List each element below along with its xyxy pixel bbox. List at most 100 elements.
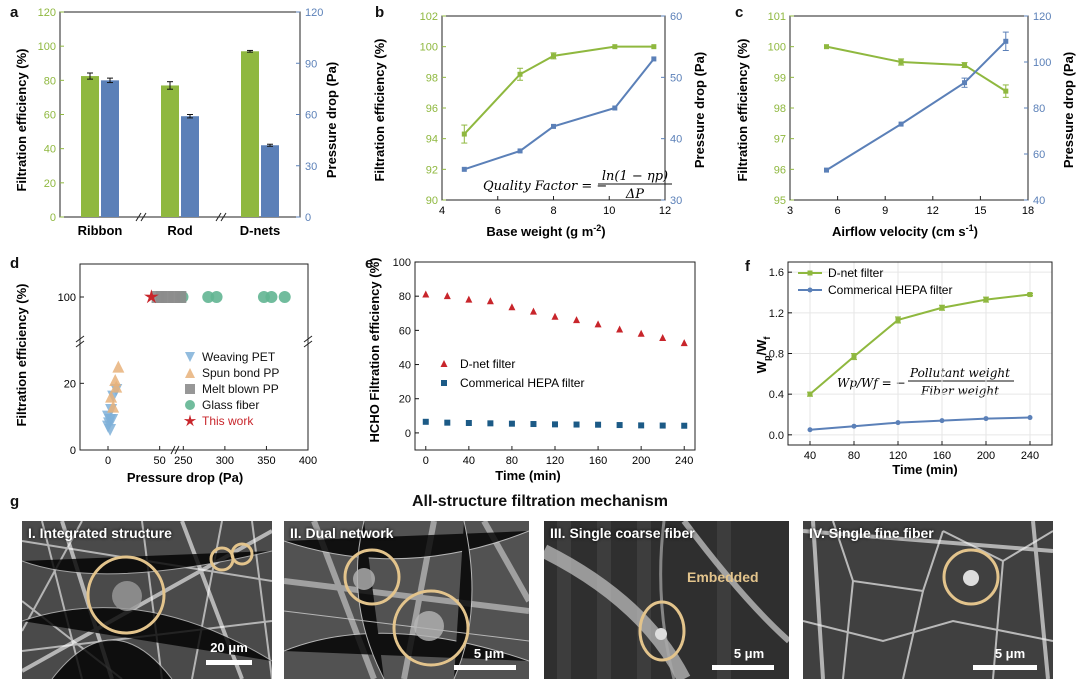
point-hepa	[595, 421, 602, 428]
chart-f-equation: Wp/Wf = − Pollutant weight Fiber weight	[837, 366, 1014, 398]
point-pressure-drop	[823, 167, 829, 173]
axis-break	[75, 340, 85, 348]
chart-f-xlabel: Time (min)	[892, 462, 958, 477]
point-hepa	[1027, 415, 1033, 421]
svg-text:Pollutant weight: Pollutant weight	[909, 366, 1010, 380]
scale-bar-label: 20 μm	[210, 640, 248, 655]
x-tick-label: 40	[804, 450, 816, 462]
sem-highlight-circles	[343, 548, 470, 667]
legend-marker	[185, 400, 195, 410]
point-efficiency	[612, 44, 618, 50]
chart-a-ylabel: Filtration efficiency (%)	[14, 48, 29, 191]
y-axis-tick-label: 120	[38, 7, 56, 19]
scale-bar	[454, 665, 516, 670]
y2-axis-tick-label: 50	[670, 72, 682, 84]
point-d-net	[529, 307, 537, 315]
svg-text:Wp/Wf = −: Wp/Wf = −	[837, 376, 906, 390]
line-efficiency	[463, 45, 654, 135]
x-tick-label: 40	[463, 455, 475, 467]
line-hepa	[809, 416, 1031, 431]
y2-axis-tick-label: 30	[305, 161, 317, 173]
scatter-point-square	[174, 291, 187, 303]
scale-bar-label: 5 μm	[994, 646, 1026, 661]
x-tick-label: 4	[439, 205, 445, 217]
legend-label: Commerical HEPA filter	[828, 283, 952, 297]
y-axis-tick-label: 1.2	[769, 308, 784, 320]
point-hepa	[530, 421, 537, 428]
panel-label-g: g	[10, 493, 20, 510]
y-axis-tick-label: 101	[768, 11, 786, 23]
sem-image-dual-network: II. Dual network 5 μm	[284, 521, 529, 679]
point-d-net	[508, 303, 516, 311]
panel-label-f: f	[745, 258, 750, 275]
y-axis-tick-label: 100	[420, 42, 438, 54]
legend-label: Melt blown PP	[202, 382, 279, 396]
point-efficiency	[461, 131, 467, 137]
x-tick-label: 0	[423, 455, 429, 467]
sem-image-fine-fiber: IV. Single fine fiber 5 μm	[803, 521, 1053, 679]
x-tick-label: 18	[1022, 205, 1034, 217]
point-d-net	[939, 305, 945, 311]
scatter-point-circle	[210, 291, 223, 303]
x-tick-label: 350	[257, 455, 275, 467]
point-d-net	[594, 320, 602, 328]
y-axis-tick-label: 95	[774, 195, 786, 207]
scatter-point-tri-down	[106, 414, 119, 426]
y-axis-tick-label: 20	[399, 394, 411, 406]
point-pressure-drop	[651, 56, 657, 62]
point-d-net	[616, 325, 624, 333]
y-axis-tick-label: 40	[44, 144, 56, 156]
axis-break	[140, 212, 147, 222]
bar-efficiency	[161, 85, 179, 217]
svg-text:Quality Factor = −: Quality Factor = −	[483, 179, 607, 194]
chart-a-y2label: Pressure drop (Pa)	[324, 62, 339, 178]
scatter-point-tri-up	[107, 400, 120, 413]
y-axis-tick-label: 100	[393, 257, 411, 269]
sem-title: All-structure filtration mechanism	[411, 493, 669, 510]
axis-break	[215, 212, 222, 222]
axis-break	[303, 335, 313, 343]
sem-caption: I. Integrated structure	[28, 525, 172, 541]
y-tick-label: 0	[70, 445, 76, 457]
point-hepa	[807, 427, 813, 433]
sem-texture	[803, 521, 1053, 679]
y2-axis-tick-label: 0	[305, 212, 311, 224]
legend-marker	[807, 287, 813, 293]
embedded-note: Embedded	[687, 569, 759, 585]
y-axis-tick-label: 0	[405, 428, 411, 440]
axis-break	[170, 445, 176, 455]
chart-c-ylabel: Filtration efficiency (%)	[735, 38, 750, 181]
axis-break	[303, 340, 313, 348]
x-tick-label: 200	[632, 455, 650, 467]
x-tick-label: 400	[299, 455, 317, 467]
x-tick-label: 240	[675, 455, 693, 467]
y-axis-tick-label: 100	[768, 42, 786, 54]
y2-axis-tick-label: 60	[1033, 149, 1045, 161]
point-hepa	[422, 418, 429, 425]
scatter-point-tri-up	[110, 380, 123, 393]
point-efficiency	[517, 71, 523, 77]
panel-label-b: b	[375, 4, 385, 21]
chart-b-xlabel: Base weight (g m-2)	[486, 223, 605, 239]
x-tick-label: 12	[927, 205, 939, 217]
legend-label: This work	[202, 414, 254, 428]
point-d-net	[551, 312, 559, 320]
point-efficiency	[551, 53, 556, 59]
y-axis-tick-label: 99	[774, 72, 786, 84]
scatter-point-circle	[278, 291, 291, 303]
category-label: Ribbon	[78, 223, 123, 238]
legend-marker	[183, 414, 197, 427]
point-d-net	[851, 354, 857, 360]
x-tick-label: 6	[495, 205, 501, 217]
point-pressure-drop	[551, 123, 556, 129]
point-hepa	[895, 420, 901, 426]
scatter-point-tri-up	[105, 390, 118, 403]
y-axis-tick-label: 100	[38, 41, 56, 53]
axis-break	[135, 212, 142, 222]
legend-label: D-net filter	[828, 266, 883, 280]
chart-d: Filtration efficiency (%) Pressure drop …	[14, 263, 317, 485]
scatter-point-tri-up	[109, 374, 122, 386]
x-tick-label: 250	[174, 455, 192, 467]
point-d-net	[637, 329, 645, 337]
chart-e-xlabel: Time (min)	[495, 468, 561, 483]
